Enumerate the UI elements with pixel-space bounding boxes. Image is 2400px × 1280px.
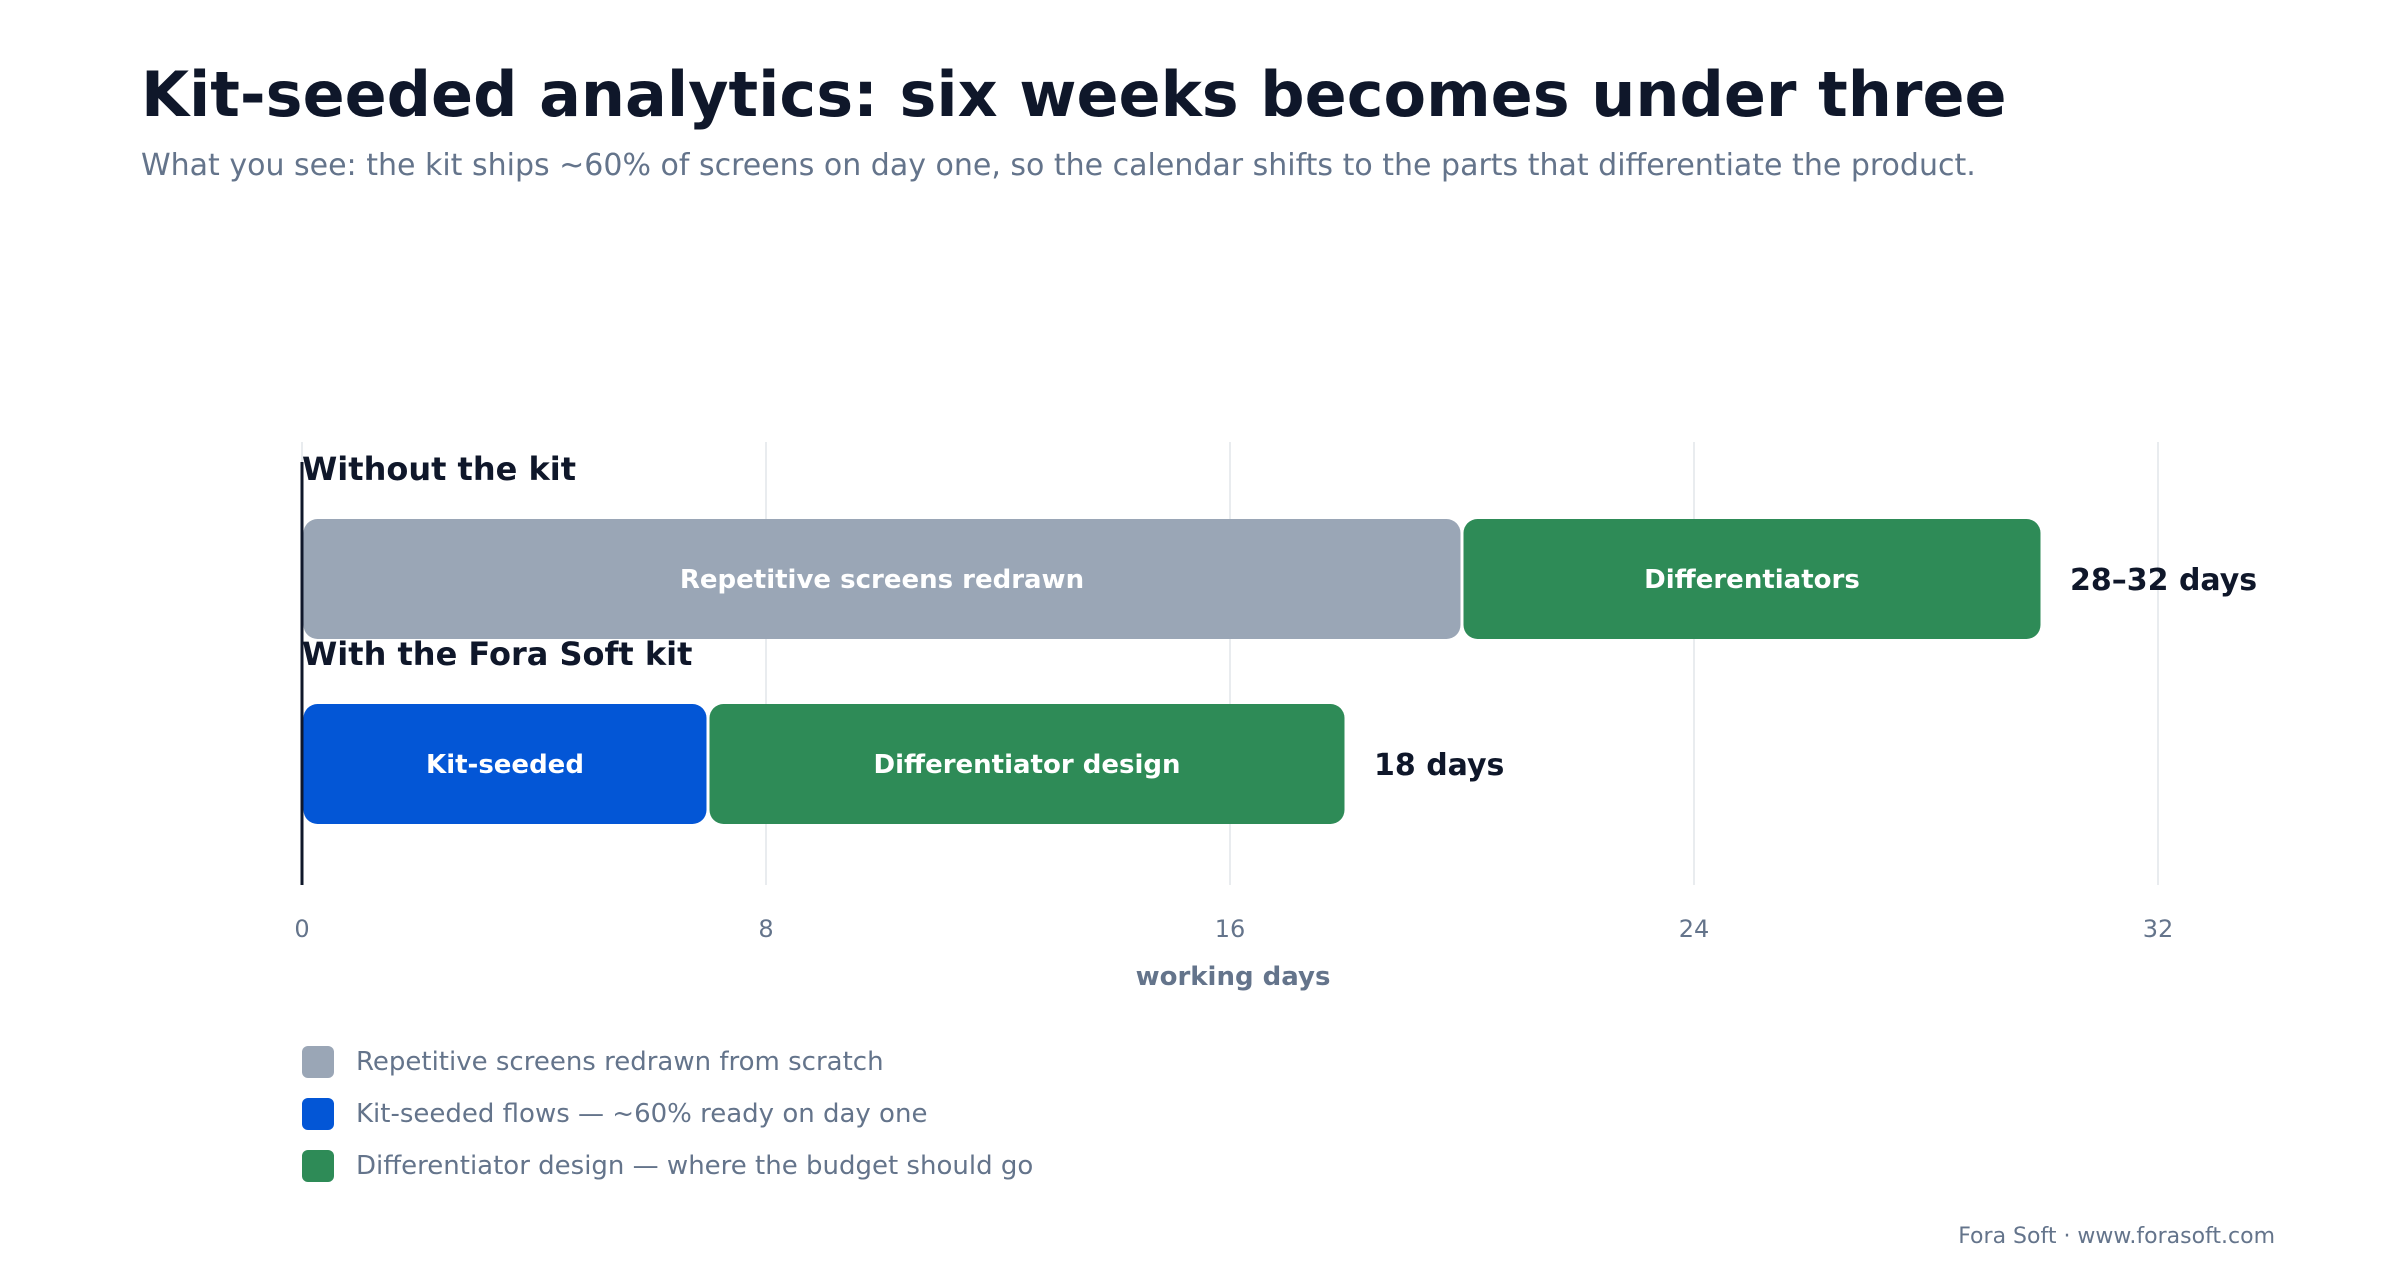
bar-segment-differentiator bbox=[709, 704, 1345, 824]
legend-item: Repetitive screens redrawn from scratch bbox=[302, 1036, 1033, 1088]
bar-segment-label: Repetitive screens redrawn bbox=[680, 565, 1084, 595]
chart-title: Kit-seeded analytics: six weeks becomes … bbox=[141, 58, 2007, 131]
row-label: With the Fora Soft kit bbox=[302, 635, 692, 673]
bar-segment-label: Differentiators bbox=[1644, 565, 1860, 595]
chart-subtitle: What you see: the kit ships ~60% of scre… bbox=[141, 148, 1976, 183]
bar-segment-kit bbox=[303, 704, 707, 824]
legend-label: Repetitive screens redrawn from scratch bbox=[356, 1047, 884, 1077]
x-tick-label: 24 bbox=[1679, 915, 1710, 943]
legend-label: Differentiator design — where the budget… bbox=[356, 1151, 1034, 1181]
legend-item: Kit-seeded flows — ~60% ready on day one bbox=[302, 1088, 1033, 1140]
row-label: Without the kit bbox=[302, 450, 576, 488]
legend-swatch-differentiator bbox=[302, 1150, 334, 1182]
legend-swatch-repetitive bbox=[302, 1046, 334, 1078]
bar-segment-differentiator bbox=[1463, 519, 2041, 639]
chart-legend: Repetitive screens redrawn from scratch … bbox=[302, 1036, 1033, 1192]
bar-segment-label: Differentiator design bbox=[874, 750, 1181, 780]
x-tick-label: 32 bbox=[2143, 915, 2174, 943]
bar-total-label: 18 days bbox=[1374, 748, 1504, 783]
x-tick-label: 8 bbox=[758, 915, 773, 943]
x-axis: 0 8 16 24 32 bbox=[294, 462, 2173, 943]
legend-swatch-kit bbox=[302, 1098, 334, 1130]
x-axis-label: working days bbox=[1136, 962, 1331, 992]
bar-segments: Without the kit Repetitive screens redraw… bbox=[302, 450, 2257, 824]
bar-segment-label: Kit-seeded bbox=[426, 750, 584, 780]
bar-segment-repetitive bbox=[303, 519, 1461, 639]
x-tick-label: 16 bbox=[1215, 915, 1246, 943]
x-tick-label: 0 bbox=[294, 915, 309, 943]
footer-credit: Fora Soft · www.forasoft.com bbox=[1958, 1224, 2275, 1249]
bar-total-label: 28–32 days bbox=[2070, 563, 2257, 598]
legend-label: Kit-seeded flows — ~60% ready on day one bbox=[356, 1099, 928, 1129]
legend-item: Differentiator design — where the budget… bbox=[302, 1140, 1033, 1192]
